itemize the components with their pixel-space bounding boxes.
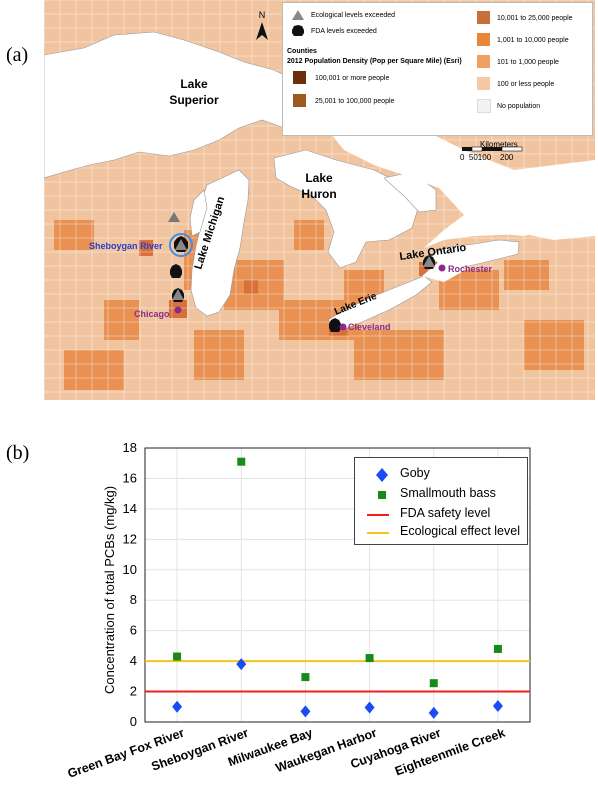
lake-huron: [273, 149, 420, 269]
legend-class-2: 10,001 to 25,000 people: [497, 15, 573, 22]
y-tick-label: 14: [123, 501, 137, 516]
sheboygan-label: Sheboygan River: [89, 241, 163, 251]
bass-point: [237, 457, 246, 466]
legend-goby: Goby: [355, 464, 527, 484]
north-arrow-icon: [256, 22, 268, 40]
eco-triangle-icon: [292, 10, 304, 20]
legend-class-5: 100 or less people: [497, 81, 555, 88]
lake-erie: [327, 275, 433, 331]
legend-fda-label: FDA safety level: [400, 506, 491, 520]
north-label: N: [259, 10, 266, 20]
bass-point: [365, 654, 374, 663]
data-points: [172, 457, 503, 719]
swatch-25001-100000: [293, 94, 306, 107]
y-tick-label: 18: [123, 440, 137, 455]
eco-marker-green-bay: [168, 212, 180, 222]
eco-marker-sheboygan: [175, 239, 187, 250]
rochester-dot: [438, 264, 446, 272]
eco-line-icon: [367, 532, 389, 534]
legend-eco: Ecological effect level: [355, 522, 527, 542]
legend-eco-label: Ecological levels exceeded: [311, 12, 396, 19]
scale-bar: [462, 146, 523, 152]
legend-class-0: 100,001 or more people: [315, 75, 390, 82]
legend-eco-label: Ecological effect level: [400, 524, 520, 538]
bass-point: [493, 644, 502, 653]
goby-diamond-icon: [376, 468, 388, 482]
goby-point: [236, 658, 247, 671]
eco-marker-eighteenmile: [423, 256, 435, 267]
legend-class-6: No population: [497, 103, 541, 110]
chicago-dot: [174, 306, 182, 314]
y-tick-label: 12: [123, 531, 137, 546]
legend-class-1: 25,001 to 100,000 people: [315, 98, 395, 105]
legend-bass: Smallmouth bass: [355, 484, 527, 504]
goby-point: [428, 706, 439, 719]
legend-class-4: 101 to 1,000 people: [497, 59, 559, 66]
panel-b-label: (b): [6, 442, 30, 464]
y-tick-label: 2: [130, 684, 137, 699]
eco-marker-waukegan: [172, 289, 184, 300]
chart-legend: Goby Smallmouth bass FDA safety level Ec…: [354, 457, 528, 545]
swatch-101-1000: [477, 55, 490, 68]
fda-marker-cuyahoga: [329, 318, 341, 332]
panel-a-label: (a): [6, 44, 29, 66]
bass-point: [301, 673, 310, 682]
legend-goby-label: Goby: [400, 466, 430, 480]
bass-point: [429, 679, 438, 688]
bass-point: [173, 652, 182, 661]
pcb-chart: 0 2 4 6 8 10 12 14 16 18 Green Bay Fox RiverShebo…: [66, 440, 531, 781]
cleveland-label: Cleveland: [348, 322, 391, 332]
y-tick-label: 6: [130, 623, 137, 638]
y-tick-label: 4: [130, 653, 137, 668]
reference-lines: [145, 660, 530, 693]
lake-superior-label-2: Superior: [169, 93, 219, 107]
legend-bass-label: Smallmouth bass: [400, 486, 496, 500]
fda-line-icon: [367, 514, 389, 516]
goby-point: [364, 701, 375, 714]
chicago-label: Chicago: [134, 309, 170, 319]
y-axis-label: Concentration of total PCBs (mg/kg): [102, 485, 117, 694]
x-tick-label: Eighteenmile Creek: [393, 726, 507, 779]
scale-unit: Kilometers: [480, 140, 518, 149]
lake-huron-label: Lake: [305, 171, 333, 185]
swatch-100-or-less: [477, 77, 490, 90]
population-map: Lake Superior Lake Huron Lake Michigan L…: [44, 0, 595, 400]
swatch-1001-10000: [477, 33, 490, 46]
y-tick-label: 0: [130, 714, 137, 729]
y-tick-label: 10: [123, 562, 137, 577]
rochester-label: Rochester: [448, 264, 493, 274]
lake-huron-label-2: Huron: [301, 187, 336, 201]
cleveland-dot: [339, 323, 347, 331]
legend-fda-label: FDA levels exceeded: [311, 28, 377, 35]
legend-density-title: 2012 Population Density (Pop per Square …: [287, 58, 462, 65]
goby-point: [300, 705, 311, 718]
bass-square-icon: [378, 491, 386, 499]
lake-superior: [44, 31, 313, 179]
goby-point: [172, 700, 183, 713]
legend-counties-title: Counties: [287, 48, 317, 55]
legend-class-3: 1,001 to 10,000 people: [497, 37, 569, 44]
swatch-10001-25000: [477, 11, 490, 24]
y-tick-label: 8: [130, 592, 137, 607]
plot-area-border: [144, 447, 531, 723]
scale-ticks: 0 50100 200: [460, 153, 514, 162]
swatch-no-population: [477, 99, 491, 113]
map-legend: Ecological levels exceeded FDA levels ex…: [282, 2, 593, 136]
lake-superior-label: Lake: [180, 77, 208, 91]
fda-octagon-icon: [292, 25, 304, 36]
sheboygan-highlight-ring: [169, 233, 193, 257]
y-axis-ticks: 0 2 4 6 8 10 12 14 16 18: [123, 440, 137, 729]
fda-marker-milwaukee: [170, 264, 182, 278]
goby-point: [492, 700, 503, 713]
y-tick-label: 16: [123, 470, 137, 485]
legend-fda: FDA safety level: [355, 504, 527, 524]
swatch-100001-plus: [293, 71, 306, 84]
